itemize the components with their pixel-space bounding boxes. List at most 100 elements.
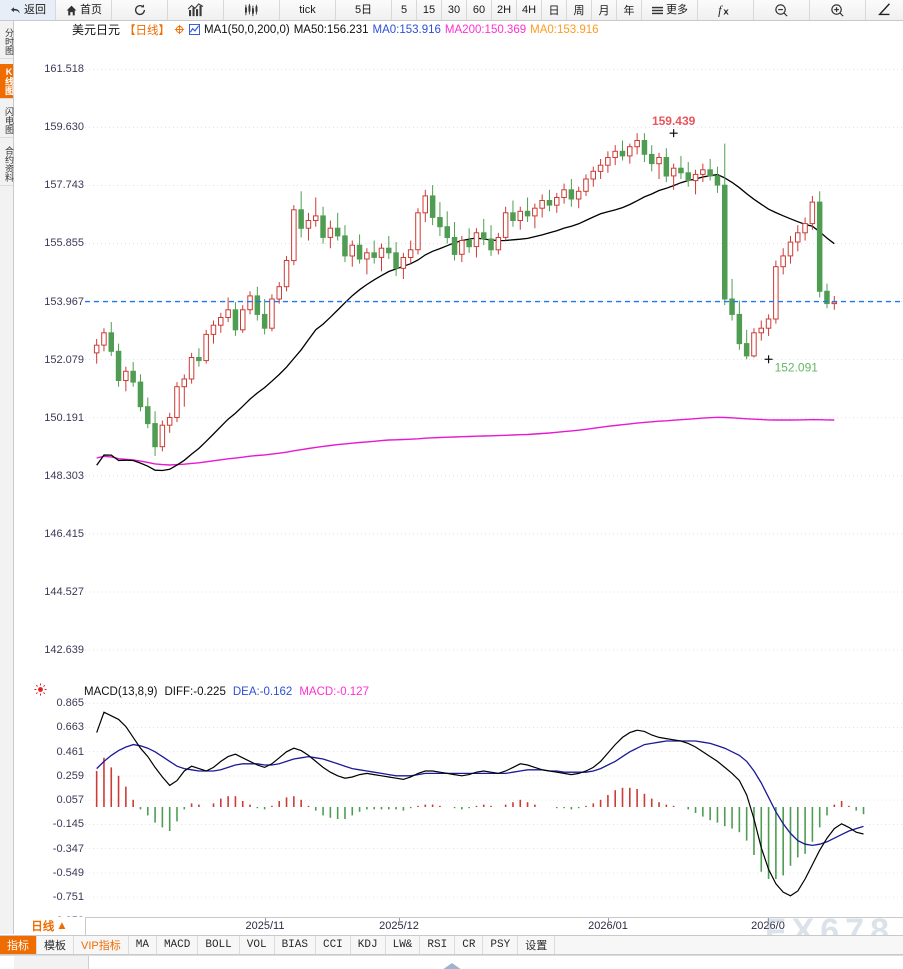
tab-bias[interactable]: BIAS — [275, 936, 316, 954]
ma0-orange-value: MA0:153.916 — [530, 23, 599, 36]
tab-psy[interactable]: PSY — [483, 936, 519, 954]
formula-button[interactable]: f x — [698, 0, 754, 20]
x-tick-label: 2026/01 — [588, 920, 628, 932]
macd-tick-label: -0.145 — [52, 818, 84, 831]
tab-year-label: 年 — [623, 5, 635, 17]
draw-button[interactable] — [866, 0, 903, 20]
tab-year[interactable]: 年 — [617, 0, 642, 20]
more-button-label: 更多 — [666, 3, 688, 16]
tab-template-label: 模板 — [44, 940, 66, 952]
collapse-arrow-icon[interactable] — [439, 958, 465, 969]
price-tick-label: 144.527 — [44, 586, 84, 598]
tab-cci[interactable]: CCI — [316, 936, 351, 954]
home-icon — [65, 4, 78, 17]
tab-tick[interactable]: tick — [280, 0, 336, 20]
tab-bias-label: BIAS — [281, 939, 308, 951]
x-tick-label: 2025/11 — [245, 920, 285, 932]
tab-2h[interactable]: 2H — [492, 0, 517, 20]
zoom-in-button[interactable] — [810, 0, 866, 20]
sidebar-item-contract[interactable]: 合约资料 — [0, 143, 14, 186]
tab-day-label: 日 — [548, 5, 560, 17]
svg-text:f: f — [718, 3, 723, 17]
price-tick-label: 142.639 — [44, 644, 84, 657]
more-button[interactable]: 更多 — [642, 0, 698, 20]
tab-rsi-label: RSI — [427, 939, 448, 951]
sidebar-item-lightning[interactable]: 闪电图 — [0, 104, 14, 138]
tab-cr-label: CR — [462, 939, 476, 951]
candlestick-plot[interactable]: 159.439 152.091 — [85, 39, 903, 679]
tab-lwr[interactable]: LW& — [386, 936, 421, 954]
macd-macd-value: MACD:-0.127 — [299, 686, 369, 698]
macd-tick-label: 0.057 — [56, 794, 84, 807]
zoom-out-button[interactable] — [754, 0, 810, 20]
tab-month[interactable]: 月 — [592, 0, 617, 20]
tab-template[interactable]: 模板 — [37, 936, 74, 954]
tab-rsi[interactable]: RSI — [420, 936, 456, 954]
tab-kdj[interactable]: KDJ — [351, 936, 386, 954]
tab-5day[interactable]: 5日 — [336, 0, 392, 20]
crosshair-target-icon[interactable] — [174, 24, 185, 35]
x-tick-label: 2026/0 — [751, 920, 785, 932]
tab-settings-label: 设置 — [525, 940, 548, 952]
top-toolbar: 返回 首页 — [0, 0, 903, 21]
tab-ma-label: MA — [135, 939, 149, 951]
tab-5min-label: 5 — [400, 4, 408, 16]
home-button[interactable]: 首页 — [56, 0, 112, 20]
sidebar-item-contract-label: 合约资料 — [4, 146, 14, 182]
tab-cr[interactable]: CR — [455, 936, 484, 954]
sidebar-item-intraday[interactable]: 分时图 — [0, 25, 14, 59]
macd-title: MACD(13,8,9) — [84, 686, 158, 698]
tab-15min[interactable]: 15 — [417, 0, 442, 20]
x-tick-mark — [399, 918, 400, 922]
tab-settings[interactable]: 设置 — [518, 936, 556, 954]
tab-psy-label: PSY — [490, 939, 511, 951]
tab-kdj-label: KDJ — [357, 939, 378, 951]
tab-60min[interactable]: 60 — [467, 0, 492, 20]
tab-5min[interactable]: 5 — [392, 0, 417, 20]
price-tick-label: 157.743 — [44, 179, 84, 192]
tab-macd[interactable]: MACD — [157, 936, 199, 954]
ma50-value: MA50:156.231 — [293, 23, 369, 36]
tab-tick-label: tick — [299, 3, 316, 16]
tab-30min[interactable]: 30 — [442, 0, 467, 20]
tab-vip-indicator[interactable]: VIP指标 — [74, 936, 129, 954]
price-tick-label: 161.518 — [44, 63, 84, 76]
x-tick-mark — [265, 918, 266, 922]
tab-ma[interactable]: MA — [129, 936, 157, 954]
back-button[interactable]: 返回 — [0, 0, 56, 20]
ma0-blue-value: MA0:153.916 — [372, 23, 441, 36]
ma-indicator-icon[interactable] — [189, 24, 201, 35]
zoom-out-icon — [774, 3, 789, 18]
symbol-name: 美元日元 — [72, 23, 121, 37]
tab-week[interactable]: 周 — [567, 0, 592, 20]
tab-boll[interactable]: BOLL — [198, 936, 240, 954]
indicator-tab-bar: 指标 模板 VIP指标 MA MACD BOLL VOL BIAS CCI KDJ LW& RSI CR… — [0, 935, 903, 955]
macd-plot[interactable] — [85, 693, 903, 933]
bottom-strip-tab[interactable] — [14, 956, 89, 969]
period-selector[interactable]: 日线 ▲ — [14, 917, 86, 935]
macd-axis: 0.865 0.663 0.461 0.259 0.057 -0.145 -0.347 -0.… — [14, 681, 84, 933]
sun-icon[interactable] — [34, 683, 47, 701]
macd-tick-label: -0.751 — [52, 891, 84, 904]
low-price-annotation: 152.091 — [775, 360, 819, 374]
tab-60min-label: 60 — [472, 4, 486, 16]
hamburger-icon — [651, 5, 664, 16]
sidebar-item-kline[interactable]: K线图 — [0, 64, 14, 99]
macd-diff-value: DIFF:-0.225 — [164, 686, 226, 698]
refresh-button[interactable] — [112, 0, 168, 20]
price-tick-label: 152.079 — [44, 353, 84, 366]
tab-indicator[interactable]: 指标 — [0, 936, 37, 954]
candlestick-button[interactable] — [224, 0, 280, 20]
macd-tick-label: 0.663 — [56, 721, 84, 734]
tab-indicator-label: 指标 — [7, 940, 29, 952]
home-button-label: 首页 — [80, 3, 102, 16]
tab-vol[interactable]: VOL — [240, 936, 275, 954]
price-tick-label: 150.191 — [44, 411, 84, 424]
sidebar-item-lightning-label: 闪电图 — [4, 107, 14, 134]
tab-day[interactable]: 日 — [542, 0, 567, 20]
chart-type-button[interactable] — [168, 0, 224, 20]
ma200-value: MA200:150.369 — [444, 23, 527, 36]
chart-area[interactable]: 美元日元 【日线】 MA1(50,0,200,0) MA50:156.231 M… — [14, 21, 903, 934]
tab-4h[interactable]: 4H — [517, 0, 542, 20]
